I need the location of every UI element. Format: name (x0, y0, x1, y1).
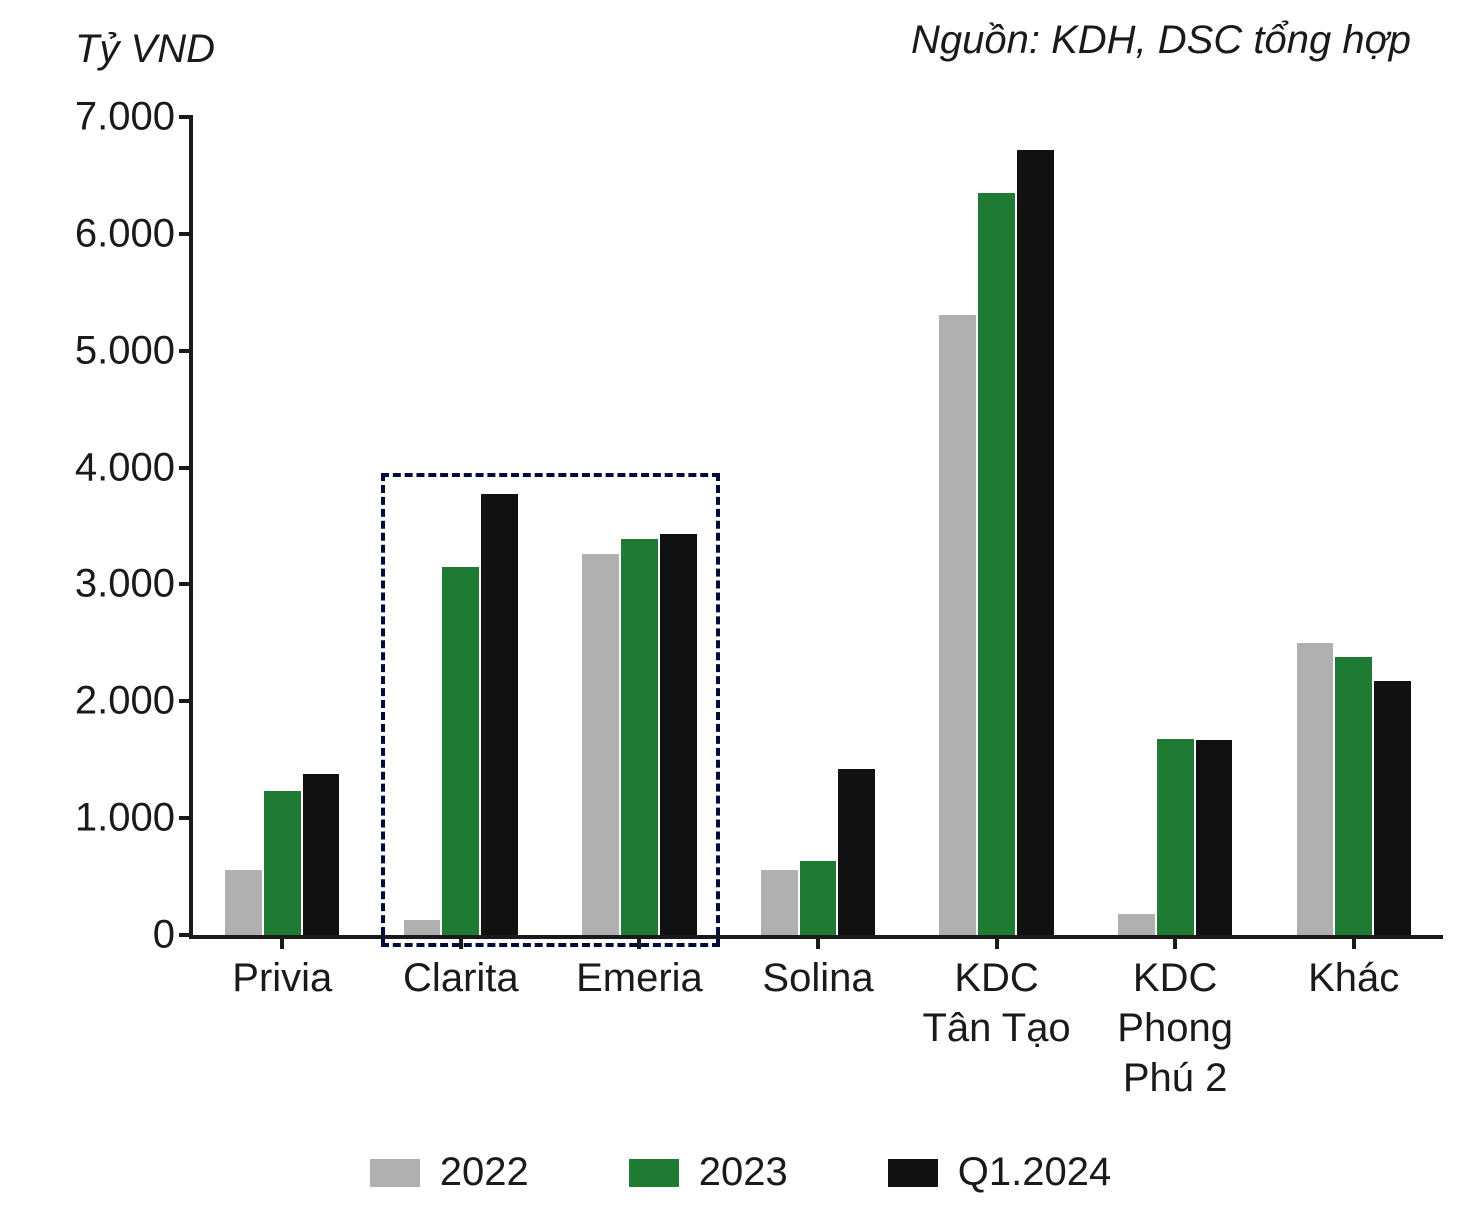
legend-swatch (629, 1159, 679, 1187)
bar (1017, 150, 1054, 935)
legend-label: Q1.2024 (958, 1150, 1111, 1195)
legend-label: 2023 (699, 1150, 788, 1195)
bar (800, 861, 837, 935)
legend-item: 2022 (370, 1150, 529, 1195)
bar (978, 193, 1015, 935)
x-tick-label: Khác (1308, 935, 1399, 1003)
y-tick-label: 3.000 (75, 562, 193, 607)
x-tick-label: Clarita (403, 935, 519, 1003)
legend-swatch (370, 1159, 420, 1187)
bar (1297, 643, 1334, 935)
bar (264, 791, 301, 935)
bar (1118, 914, 1155, 935)
bar (1335, 657, 1372, 935)
bar (660, 534, 697, 935)
bar (939, 315, 976, 936)
y-axis-title: Tỷ VND (75, 27, 215, 72)
x-tick-label: Emeria (576, 935, 703, 1003)
y-tick-label: 6.000 (75, 211, 193, 256)
x-tick-label: KDC Tân Tạo (922, 935, 1070, 1053)
chart-source: Nguồn: KDH, DSC tổng hợp (911, 18, 1411, 63)
y-tick-label: 1.000 (75, 796, 193, 841)
plot-area: 01.0002.0003.0004.0005.0006.0007.000Priv… (189, 117, 1443, 939)
y-tick-label: 4.000 (75, 445, 193, 490)
y-tick-label: 0 (153, 913, 193, 958)
y-tick-label: 5.000 (75, 328, 193, 373)
bar (1157, 739, 1194, 935)
bar (838, 769, 875, 935)
x-tick-label: Solina (762, 935, 873, 1003)
x-tick-label: Privia (232, 935, 332, 1003)
x-tick-label: KDC Phong Phú 2 (1117, 935, 1233, 1103)
legend-label: 2022 (440, 1150, 529, 1195)
y-tick-label: 7.000 (75, 95, 193, 140)
bar (481, 494, 518, 935)
bar (225, 870, 262, 935)
bar (621, 539, 658, 935)
bar (582, 554, 619, 935)
y-tick-label: 2.000 (75, 679, 193, 724)
legend-item: 2023 (629, 1150, 788, 1195)
legend-item: Q1.2024 (888, 1150, 1111, 1195)
bar (404, 920, 441, 935)
bar (1374, 681, 1411, 935)
bar (303, 774, 340, 935)
legend-swatch (888, 1159, 938, 1187)
bar (1196, 740, 1233, 935)
bar (761, 870, 798, 935)
bar (442, 567, 479, 935)
legend: 2022 2023 Q1.2024 (0, 1150, 1481, 1195)
chart-container: Tỷ VND Nguồn: KDH, DSC tổng hợp 01.0002.… (0, 0, 1481, 1221)
